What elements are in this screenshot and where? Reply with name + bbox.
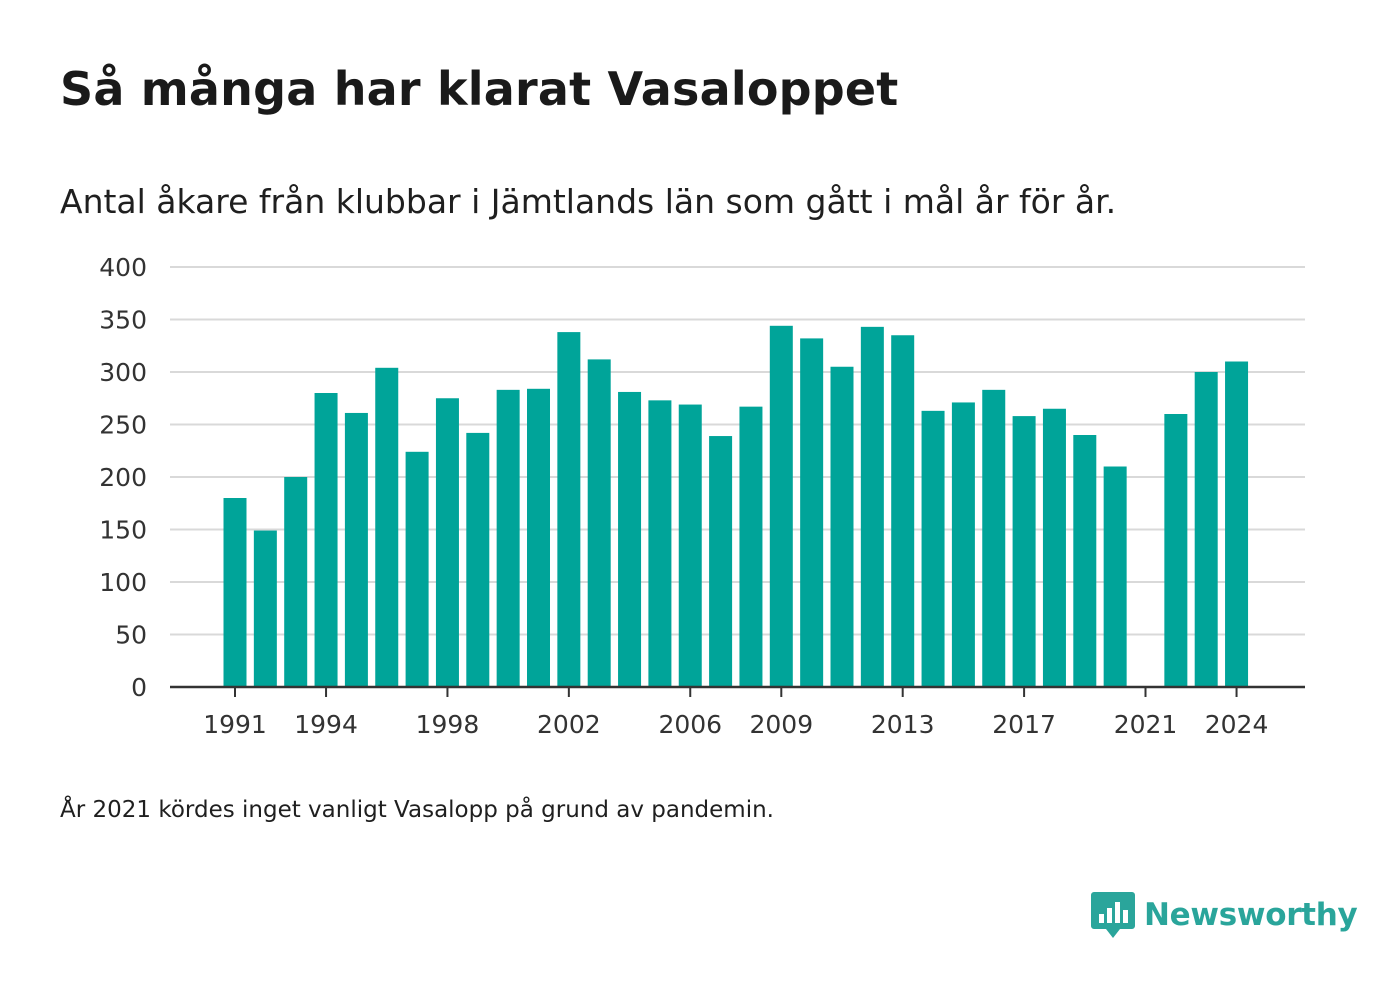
bar-2024 [1225,361,1249,687]
bar-2004 [618,391,642,687]
brand-logo: Newsworthy [1090,890,1358,940]
x-tick-label: 2009 [749,710,813,739]
bar-2003 [587,359,611,687]
bar-2012 [860,326,884,687]
bar-2011 [830,366,854,687]
chart-subtitle: Antal åkare från klubbar i Jämtlands län… [60,182,1117,221]
y-tick-label: 0 [131,673,147,702]
footnote: År 2021 kördes inget vanligt Vasalopp på… [60,797,774,823]
bar-2005 [648,400,672,687]
x-tick-label: 2013 [871,710,935,739]
x-tick-label: 2006 [658,710,722,739]
bar-2022 [1164,414,1188,687]
x-tick-label: 1991 [203,710,267,739]
x-tick-label: 1998 [416,710,480,739]
bar-1999 [466,432,490,687]
bar-1994 [314,393,338,687]
bar-2001 [527,388,550,687]
y-axis-ticks: 0 50 100 150 200 250 300 350 400 [99,253,147,702]
bar-2014 [921,410,945,687]
bar-2019 [1073,435,1097,687]
brand-name: Newsworthy [1144,897,1358,933]
chart-title: Så många har klarat Vasaloppet [60,62,899,116]
y-tick-label: 50 [115,621,147,650]
bar-2017 [1012,416,1036,687]
bar-1998 [435,398,459,687]
bar-2008 [739,406,763,687]
y-tick-label: 150 [99,516,147,545]
bar-1995 [344,412,368,687]
bar-2006 [678,404,702,687]
x-tick-label: 2017 [992,710,1056,739]
y-tick-label: 300 [99,358,147,387]
y-tick-label: 250 [99,411,147,440]
bar-1996 [375,367,399,687]
x-axis-ticks: 1991 1994 1998 2002 2006 2009 2013 2017 2021 2024 [203,687,1268,739]
bar-1991 [223,498,247,687]
bar-2007 [709,436,733,687]
x-tick-label: 2024 [1205,710,1269,739]
bar-2013 [891,335,915,687]
bar-2009 [769,325,793,687]
bar-2015 [951,402,975,687]
y-tick-label: 400 [99,253,147,282]
bar-1993 [284,477,308,687]
bar-2002 [557,332,581,687]
x-tick-label: 2021 [1114,710,1178,739]
bar-2010 [800,338,824,687]
newsworthy-logo-icon [1091,892,1135,938]
bar-1992 [253,530,277,687]
bar-1997 [405,451,429,687]
y-tick-label: 100 [99,568,147,597]
bar-chart: 0 50 100 150 200 250 300 350 400 1991 1994 1998 200… [99,253,1305,739]
bar-2020 [1103,466,1127,687]
y-tick-label: 350 [99,306,147,335]
bar-2023 [1194,372,1218,687]
y-tick-label: 200 [99,463,147,492]
gridlines [170,266,1305,636]
bar-2018 [1042,408,1066,687]
bar-2016 [982,389,1006,687]
bars [223,325,1249,687]
x-tick-label: 1994 [294,710,358,739]
bar-2000 [496,389,520,687]
x-tick-label: 2002 [537,710,601,739]
